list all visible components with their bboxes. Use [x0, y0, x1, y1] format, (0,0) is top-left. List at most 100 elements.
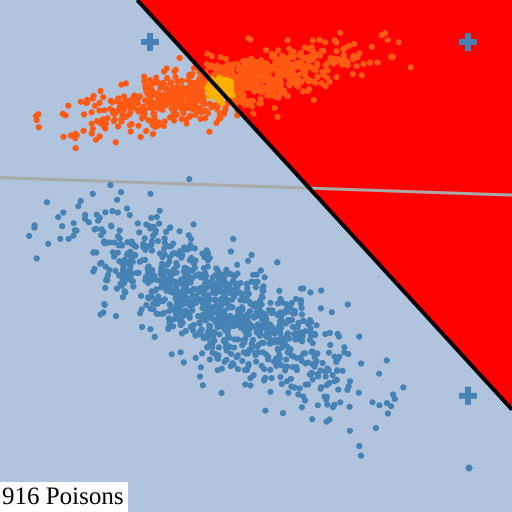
series-b-point	[92, 136, 100, 143]
series-a-point	[233, 354, 240, 361]
series-b-point	[286, 74, 293, 81]
series-b-point	[97, 87, 104, 95]
series-b-point	[127, 97, 134, 104]
series-a-point	[346, 403, 353, 410]
series-a-point	[225, 320, 232, 327]
series-b-point	[120, 93, 128, 100]
series-a-point	[376, 402, 383, 409]
series-b-point	[230, 72, 237, 79]
series-a-point	[383, 357, 390, 364]
series-a-point	[309, 348, 316, 355]
series-b-point	[194, 80, 201, 87]
series-a-point	[116, 227, 123, 234]
series-a-point	[120, 264, 127, 271]
series-b-point	[277, 81, 284, 89]
series-a-point	[356, 333, 363, 340]
series-b-point	[162, 86, 169, 93]
series-a-point	[273, 361, 280, 368]
series-b-point	[122, 80, 129, 87]
series-b-point	[196, 107, 203, 114]
series-b-point	[176, 54, 183, 62]
series-a-point	[261, 274, 268, 281]
series-a-point	[226, 285, 233, 292]
series-b-point	[296, 63, 303, 70]
series-b-point	[149, 130, 156, 138]
series-a-point	[165, 324, 172, 331]
series-a-point	[329, 404, 337, 411]
series-a-point	[300, 350, 307, 357]
series-b-point	[310, 97, 317, 104]
series-b-point	[233, 85, 240, 92]
series-b-point	[279, 52, 286, 59]
series-b-point	[155, 90, 162, 97]
series-b-point	[171, 105, 178, 113]
series-b-point	[59, 110, 66, 117]
series-a-point	[268, 309, 275, 317]
series-a-point	[108, 222, 115, 229]
series-a-point	[307, 289, 314, 296]
series-a-point	[166, 258, 173, 266]
series-b-point	[358, 72, 365, 79]
series-a-point	[339, 367, 346, 374]
series-b-point	[284, 37, 291, 44]
series-b-point	[173, 111, 180, 118]
series-a-point	[156, 220, 163, 227]
series-a-point	[267, 366, 274, 373]
series-a-point	[312, 332, 319, 339]
series-a-point	[319, 359, 326, 367]
series-b-highlight-point	[207, 87, 214, 94]
series-b-point	[278, 58, 285, 65]
series-b-point	[300, 88, 307, 95]
series-a-point	[204, 343, 211, 351]
series-b-point	[192, 111, 199, 118]
series-b-point	[94, 118, 101, 125]
series-a-point	[292, 336, 299, 343]
series-b-point	[264, 92, 271, 99]
series-a-point	[298, 337, 305, 344]
series-a-point	[290, 331, 298, 338]
series-a-point	[180, 359, 187, 366]
plus-marker	[141, 32, 160, 51]
series-b-point	[272, 93, 279, 101]
series-a-point	[287, 375, 295, 382]
series-a-point	[241, 337, 248, 344]
series-a-point	[295, 391, 302, 398]
series-a-point	[144, 243, 151, 250]
series-b-point	[88, 120, 95, 127]
series-b-highlight-point	[228, 80, 235, 87]
series-a-point	[257, 267, 264, 274]
series-a-point	[329, 372, 336, 379]
series-b-point	[337, 29, 344, 36]
series-b-point	[206, 63, 213, 70]
series-a-point	[209, 349, 216, 356]
series-b-point	[83, 100, 90, 107]
series-a-point	[221, 336, 228, 343]
series-b-point	[215, 115, 223, 122]
series-a-point	[298, 297, 305, 304]
series-b-point	[241, 62, 248, 69]
series-a-points	[26, 176, 407, 459]
series-a-point	[240, 321, 247, 328]
series-a-point	[141, 235, 148, 242]
series-a-point	[302, 328, 309, 335]
series-b-point	[179, 84, 186, 91]
series-a-point	[59, 223, 66, 230]
series-a-point	[305, 359, 312, 366]
series-b-point	[294, 83, 302, 90]
series-b-highlight-point	[229, 92, 236, 99]
series-a-point	[243, 288, 250, 295]
series-b-point	[77, 98, 84, 105]
series-b-point	[274, 113, 281, 120]
series-a-point	[75, 203, 82, 210]
series-b-point	[270, 78, 277, 85]
series-a-point	[151, 333, 158, 340]
series-b-point	[389, 53, 396, 61]
series-b-point	[350, 56, 357, 63]
series-b-point	[161, 101, 168, 108]
series-a-point	[243, 280, 250, 287]
series-a-point	[341, 344, 348, 351]
series-a-point	[145, 266, 152, 273]
series-a-point	[167, 224, 174, 231]
series-a-point	[251, 349, 258, 356]
series-b-point	[170, 84, 177, 91]
